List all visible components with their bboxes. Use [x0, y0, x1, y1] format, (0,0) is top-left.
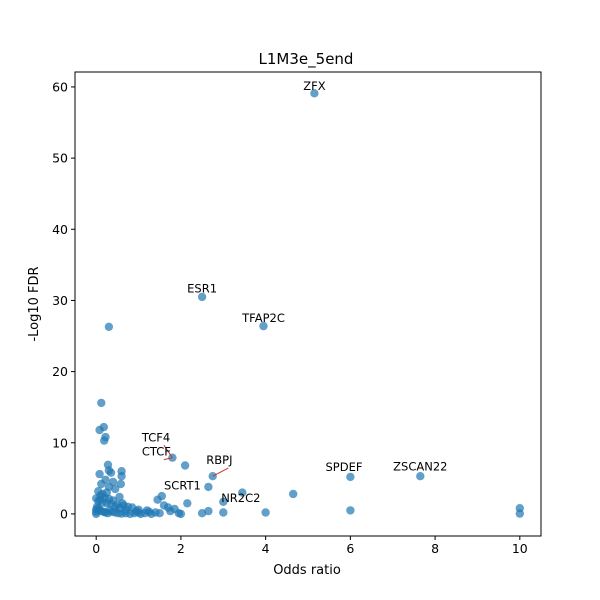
plot-frame: [74, 71, 542, 537]
y-tick-label: 0: [60, 506, 68, 521]
x-tick-label: 8: [431, 541, 439, 556]
y-tick-label: 30: [52, 293, 68, 308]
data-point: [115, 492, 124, 502]
data-point: [116, 479, 126, 489]
y-tick-label: 20: [52, 364, 68, 379]
data-point: [111, 484, 120, 494]
data-point: [515, 509, 524, 518]
y-tick-label: 40: [52, 222, 68, 237]
data-point: [144, 507, 154, 516]
data-point: [176, 509, 186, 519]
data-point: [204, 482, 213, 492]
x-axis-ticks: 0 2 4 6 8 10: [92, 536, 528, 556]
x-tick-label: 4: [262, 541, 270, 556]
data-point: [346, 506, 355, 515]
chart-title: L1M3e_5end: [259, 50, 354, 69]
data-point: [183, 499, 192, 508]
data-point: [97, 398, 106, 408]
y-axis-ticks: 0 10 20 30 40 50 60: [52, 79, 75, 521]
data-point: [289, 489, 298, 499]
data-point: [121, 506, 130, 515]
data-point: [102, 488, 112, 497]
data-point: [100, 436, 109, 445]
data-point: [104, 322, 114, 331]
y-tick-label: 10: [52, 435, 68, 450]
annotation-label: SPDEF: [326, 460, 363, 474]
y-tick-label: 60: [52, 79, 68, 94]
annotation-label: ZSCAN22: [393, 460, 447, 474]
data-point: [238, 488, 247, 497]
y-axis-label: -Log10 FDR: [27, 266, 42, 341]
data-point: [95, 469, 104, 479]
y-tick-label: 50: [52, 151, 68, 166]
data-point: [180, 461, 190, 470]
annotation-label: CTCF: [142, 445, 171, 459]
data-point: [155, 509, 164, 518]
x-tick-label: 10: [512, 541, 528, 556]
data-point: [166, 506, 175, 516]
data-point: [197, 292, 207, 302]
data-point: [97, 479, 106, 489]
data-point: [219, 508, 228, 517]
data-point: [310, 89, 319, 98]
data-point: [111, 502, 120, 511]
annotation-label: TCF4: [141, 430, 170, 444]
data-point: [261, 508, 270, 517]
annotation-label: ZFX: [303, 79, 325, 93]
annotation-leader: [163, 457, 173, 461]
data-point: [153, 495, 162, 504]
annotation-label: SCRT1: [164, 479, 201, 493]
data-point: [92, 505, 101, 514]
annotation-leader: [212, 467, 229, 477]
annotation-leader: [163, 445, 173, 458]
data-point: [346, 472, 355, 482]
annotation-label: NR2C2: [221, 491, 260, 505]
annotation-label: ESR1: [187, 282, 217, 296]
data-point: [95, 425, 104, 435]
data-point: [204, 506, 213, 516]
data-point: [117, 472, 126, 481]
x-tick-label: 2: [177, 541, 185, 556]
data-point: [219, 497, 228, 506]
data-point: [259, 321, 268, 331]
data-point: [132, 506, 141, 516]
x-axis-label: Odds ratio: [273, 563, 341, 578]
data-point: [106, 468, 116, 477]
x-tick-label: 6: [346, 541, 354, 556]
annotation-label: TFAP2C: [241, 311, 285, 325]
annotation-label: RBPJ: [206, 453, 232, 467]
x-tick-label: 0: [92, 541, 100, 556]
data-point: [118, 499, 127, 508]
points-layer: [92, 89, 524, 519]
data-point: [416, 472, 425, 481]
